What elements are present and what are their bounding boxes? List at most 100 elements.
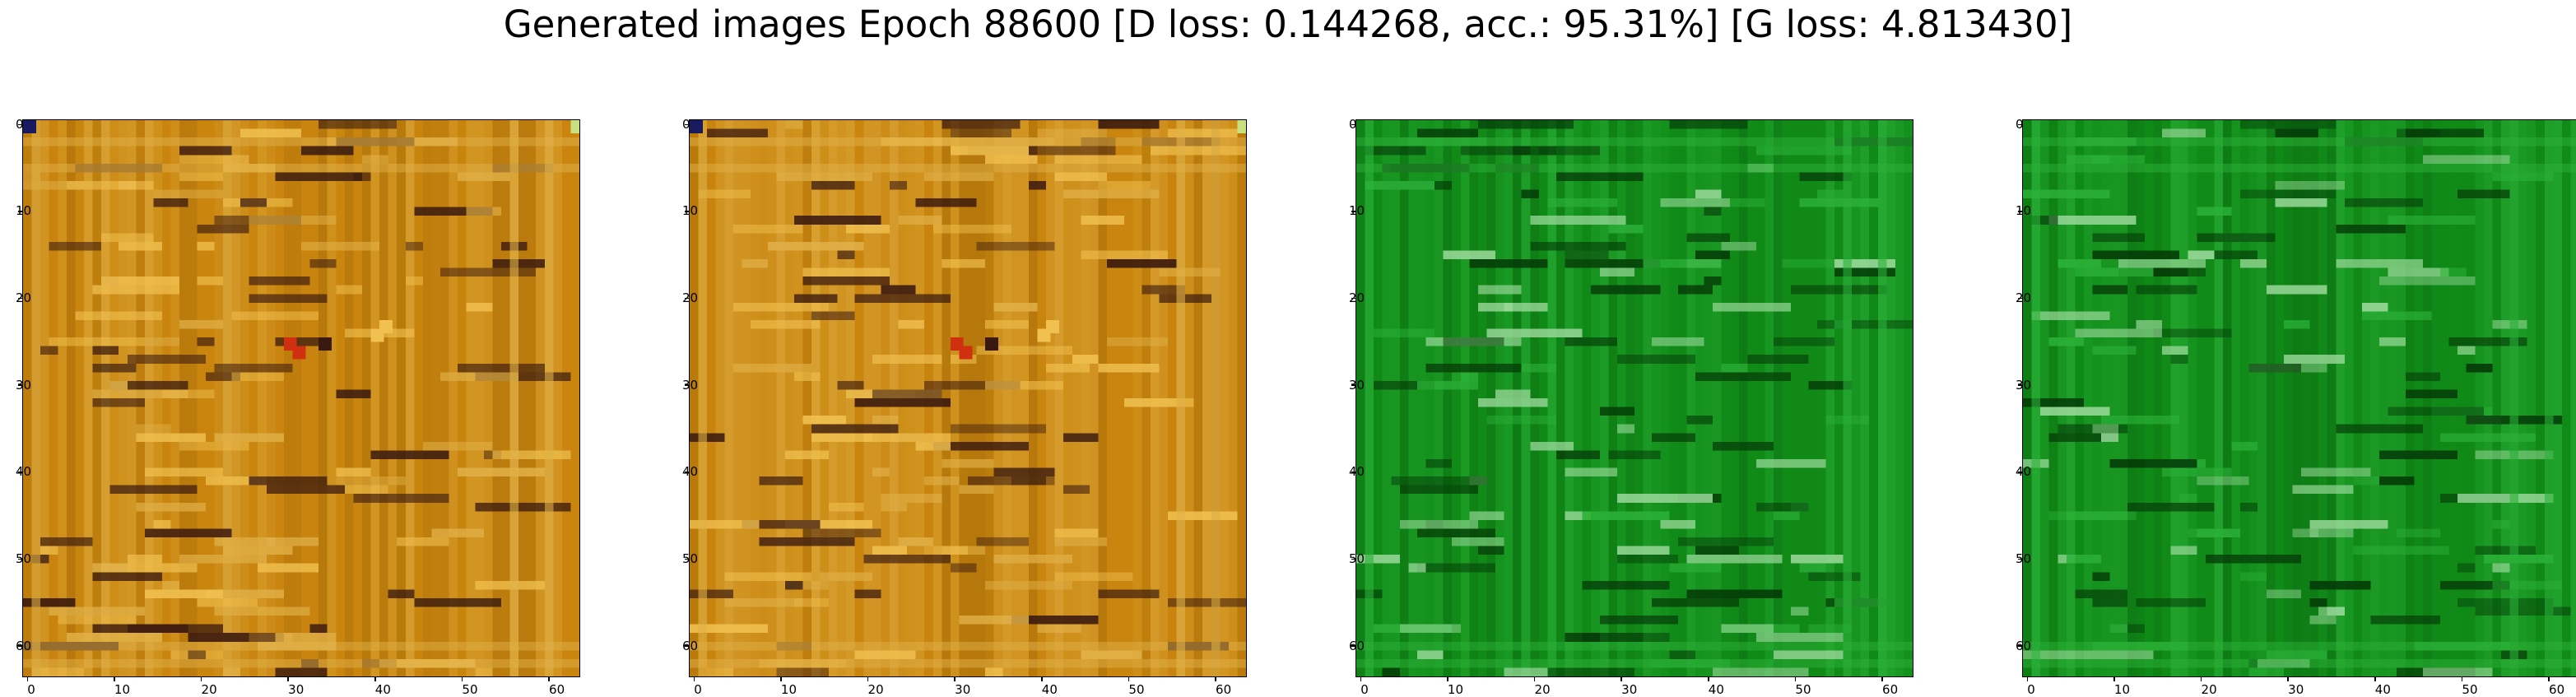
y-tick xyxy=(18,384,23,386)
x-tick-label: 40 xyxy=(2374,682,2391,697)
y-tick-label: 40 xyxy=(2016,464,2032,480)
y-tick xyxy=(2018,211,2023,212)
y-tick xyxy=(18,558,23,560)
generated-image-panel: 0 10 20 30 40 50 60 0 10 20 30 40 50 60 xyxy=(682,118,1247,696)
x-tick xyxy=(1215,676,1216,681)
x-tick-label: 40 xyxy=(1708,682,1724,697)
x-tick-label: 30 xyxy=(1621,682,1638,697)
y-tick-label: 50 xyxy=(1349,551,1365,566)
y-tick xyxy=(1351,384,1356,386)
y-tick-label: 30 xyxy=(2016,377,2032,393)
x-tick xyxy=(1128,676,1130,681)
x-tick-label: 60 xyxy=(1216,682,1232,697)
x-tick-label: 0 xyxy=(27,682,35,697)
x-tick xyxy=(780,676,782,681)
y-tick xyxy=(685,123,690,126)
x-tick-label: 50 xyxy=(1128,682,1145,697)
y-tick xyxy=(18,123,23,126)
x-tick-label: 30 xyxy=(2288,682,2304,697)
x-tick xyxy=(1447,676,1448,681)
x-tick-label: 40 xyxy=(1041,682,1058,697)
generated-image-panel: 0 10 20 30 40 50 60 0 10 20 30 40 50 60 xyxy=(1349,118,1913,696)
y-tick xyxy=(2018,384,2023,386)
x-tick-label: 20 xyxy=(201,682,217,697)
x-tick xyxy=(26,676,29,681)
y-tick-label: 40 xyxy=(16,464,32,480)
y-tick xyxy=(685,211,690,212)
x-tick xyxy=(114,676,115,681)
x-tick xyxy=(1620,676,1622,681)
generated-image xyxy=(689,119,1247,677)
y-tick xyxy=(2018,645,2023,647)
y-tick xyxy=(685,472,690,473)
y-tick xyxy=(685,558,690,560)
generated-image-panel: 0 10 20 30 40 50 60 0 10 20 30 40 50 60 xyxy=(16,118,580,696)
y-tick-label: 40 xyxy=(682,464,699,480)
y-tick-label: 20 xyxy=(16,290,32,306)
x-tick xyxy=(2461,676,2463,681)
y-tick xyxy=(2018,558,2023,560)
x-tick-label: 30 xyxy=(288,682,305,697)
y-tick xyxy=(18,297,23,300)
x-tick-label: 30 xyxy=(955,682,971,697)
y-tick xyxy=(2018,472,2023,473)
y-tick xyxy=(2018,123,2023,126)
x-tick-label: 0 xyxy=(1360,682,1369,697)
x-tick-label: 10 xyxy=(114,682,130,697)
x-tick-label: 20 xyxy=(1534,682,1551,697)
x-tick xyxy=(461,676,463,681)
y-tick-label: 10 xyxy=(16,203,32,219)
y-tick xyxy=(1351,558,1356,560)
x-tick-label: 60 xyxy=(549,682,565,697)
y-tick-label: 60 xyxy=(682,638,699,653)
y-tick xyxy=(685,297,690,300)
x-tick-label: 40 xyxy=(374,682,391,697)
y-tick-label: 30 xyxy=(1349,377,1365,393)
y-tick xyxy=(18,472,23,473)
x-tick-label: 50 xyxy=(462,682,478,697)
x-tick xyxy=(954,676,956,681)
y-tick-label: 20 xyxy=(682,290,699,306)
x-tick xyxy=(200,676,202,681)
y-tick-label: 60 xyxy=(16,638,32,653)
x-tick xyxy=(1794,676,1797,681)
x-tick-label: 20 xyxy=(2201,682,2217,697)
x-tick xyxy=(693,676,695,681)
y-tick-label: 50 xyxy=(2016,551,2032,566)
y-tick-label: 0 xyxy=(682,116,690,132)
x-tick xyxy=(1360,676,1362,681)
y-tick-label: 0 xyxy=(16,116,24,132)
y-tick-label: 20 xyxy=(2016,290,2032,306)
x-tick xyxy=(374,676,376,681)
y-tick-label: 60 xyxy=(2016,638,2032,653)
x-tick xyxy=(2287,676,2289,681)
generated-image xyxy=(2022,119,2576,677)
y-tick-label: 20 xyxy=(1349,290,1365,306)
generated-image xyxy=(22,119,580,677)
y-tick-label: 60 xyxy=(1349,638,1365,653)
generated-image-panel: 0 10 20 30 40 50 60 0 10 20 30 40 50 60 xyxy=(2016,118,2576,696)
y-tick xyxy=(1351,297,1356,300)
generated-image xyxy=(1355,119,1913,677)
x-tick xyxy=(2548,676,2550,681)
x-tick-label: 0 xyxy=(2027,682,2035,697)
y-tick-label: 30 xyxy=(16,377,32,393)
y-tick xyxy=(1351,645,1356,647)
y-tick xyxy=(18,211,23,212)
x-tick xyxy=(867,676,869,681)
y-tick-label: 10 xyxy=(2016,203,2032,219)
y-tick xyxy=(1351,472,1356,473)
x-tick xyxy=(2026,676,2029,681)
y-tick-label: 50 xyxy=(682,551,699,566)
x-tick xyxy=(548,676,550,681)
x-tick-label: 0 xyxy=(694,682,702,697)
y-tick xyxy=(685,384,690,386)
y-tick xyxy=(2018,297,2023,300)
x-tick xyxy=(1533,676,1536,681)
y-tick-label: 30 xyxy=(682,377,699,393)
y-tick xyxy=(685,645,690,647)
x-tick-label: 50 xyxy=(2462,682,2478,697)
x-tick xyxy=(287,676,289,681)
x-tick-label: 50 xyxy=(1795,682,1811,697)
y-tick-label: 10 xyxy=(1349,203,1365,219)
